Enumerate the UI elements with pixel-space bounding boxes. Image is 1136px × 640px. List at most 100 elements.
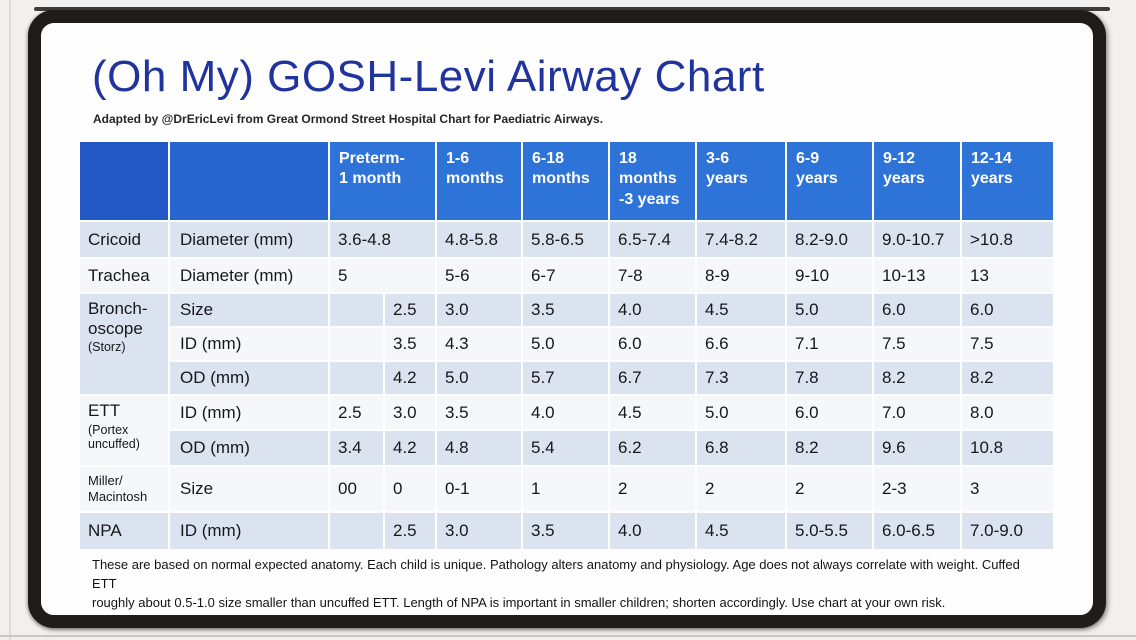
value-cell: >10.8 (962, 222, 1053, 257)
row-group-label-miller: Miller/ Macintosh (80, 467, 168, 511)
value-cell: 7.0-9.0 (962, 513, 1053, 549)
value-cell: 3.5 (523, 513, 608, 549)
row-group-label-bronchoscope: Bronch- oscope (Storz) (80, 294, 168, 394)
value-cell: 0-1 (437, 467, 521, 511)
row-group-label-trachea: Trachea (80, 259, 168, 292)
value-cell: 2 (697, 467, 785, 511)
value-cell: 7.8 (787, 362, 872, 394)
empty-cell (330, 294, 383, 326)
value-cell: 5.0 (523, 328, 608, 360)
value-cell: 2 (787, 467, 872, 511)
value-cell: 8.2 (874, 362, 960, 394)
empty-cell (330, 362, 383, 394)
value-cell: 2.5 (385, 294, 435, 326)
age-header-cell: Preterm- 1 month (330, 142, 435, 220)
ett-sublabel: (Portex uncuffed) (88, 422, 140, 451)
table-row-trachea: Trachea Diameter (mm) 5 5-6 6-7 7-8 8-9 … (80, 259, 1053, 292)
ett-label: ETT (88, 401, 121, 420)
value-cell: 6.0-6.5 (874, 513, 960, 549)
value-cell: 5.0-5.5 (787, 513, 872, 549)
row-group-label-npa: NPA (80, 513, 168, 549)
measure-label: Diameter (mm) (170, 259, 328, 292)
value-cell: 6.0 (787, 396, 872, 429)
table-row-bronchoscope-size: Bronch- oscope (Storz) Size 2.5 3.0 3.5 … (80, 294, 1053, 394)
value-cell: 8.0 (962, 396, 1053, 429)
value-cell: 7.5 (962, 328, 1053, 360)
value-cell: 4.0 (523, 396, 608, 429)
value-cell: 7.4-8.2 (697, 222, 785, 257)
age-header-cell: 9-12 years (874, 142, 960, 220)
value-cell: 4.8-5.8 (437, 222, 521, 257)
value-cell: 2.5 (330, 396, 383, 429)
value-cell: 10.8 (962, 431, 1053, 465)
value-cell: 5-6 (437, 259, 521, 292)
row-group-label-ett: ETT (Portex uncuffed) (80, 396, 168, 465)
value-cell: 7-8 (610, 259, 695, 292)
value-cell: 6-7 (523, 259, 608, 292)
value-cell: 6.0 (962, 294, 1053, 326)
photo-bottom-edge (0, 635, 1136, 637)
value-cell: 4.5 (610, 396, 695, 429)
value-cell: 3.0 (437, 294, 521, 326)
bronchoscope-label: Bronch- oscope (88, 299, 148, 338)
measure-label: Diameter (mm) (170, 222, 328, 257)
value-cell: 5.8-6.5 (523, 222, 608, 257)
value-cell: 3.0 (437, 513, 521, 549)
header-spacer-cell (80, 142, 168, 220)
value-cell: 6.8 (697, 431, 785, 465)
value-cell: 6.2 (610, 431, 695, 465)
value-cell: 4.0 (610, 294, 695, 326)
value-cell: 8.2 (787, 431, 872, 465)
measure-label: ID (mm) (170, 396, 328, 429)
value-cell: 3.4 (330, 431, 383, 465)
value-cell: 2-3 (874, 467, 960, 511)
value-cell: 8.2 (962, 362, 1053, 394)
value-cell: 5.4 (523, 431, 608, 465)
value-cell: 7.0 (874, 396, 960, 429)
value-cell: 4.5 (697, 513, 785, 549)
row-group-label-cricoid: Cricoid (80, 222, 168, 257)
value-cell: 7.1 (787, 328, 872, 360)
value-cell: 4.0 (610, 513, 695, 549)
value-cell: 3 (962, 467, 1053, 511)
empty-cell (330, 328, 383, 360)
measure-label: ID (mm) (170, 513, 328, 549)
value-cell: 9-10 (787, 259, 872, 292)
age-header-cell: 18 months -3 years (610, 142, 695, 220)
value-cell: 7.3 (697, 362, 785, 394)
measure-label: OD (mm) (170, 431, 328, 465)
value-cell: 13 (962, 259, 1053, 292)
table-row-ett-od: OD (mm) 3.4 4.2 4.8 5.4 6.2 6.8 8.2 9.6 … (80, 431, 1053, 465)
age-header-cell: 6-18 months (523, 142, 608, 220)
value-cell: 3.6-4.8 (330, 222, 435, 257)
frame-top-sketch-line (34, 7, 1110, 11)
value-cell: 7.5 (874, 328, 960, 360)
value-cell: 9.0-10.7 (874, 222, 960, 257)
value-cell: 3.5 (385, 328, 435, 360)
value-cell: 00 (330, 467, 383, 511)
value-cell: 2 (610, 467, 695, 511)
value-cell: 6.7 (610, 362, 695, 394)
chart-title: (Oh My) GOSH-Levi Airway Chart (92, 52, 765, 101)
value-cell: 1 (523, 467, 608, 511)
miller-label: Miller/ Macintosh (88, 472, 148, 504)
value-cell: 5.0 (697, 396, 785, 429)
age-header-cell: 1-6 months (437, 142, 521, 220)
table-row-npa: NPA ID (mm) 2.5 3.0 3.5 4.0 4.5 5.0-5.5 … (80, 513, 1053, 549)
airway-table: Preterm- 1 month 1-6 months 6-18 months … (78, 140, 1055, 551)
chart-subtitle: Adapted by @DrEricLevi from Great Ormond… (93, 112, 604, 126)
bronchoscope-sublabel: (Storz) (88, 340, 126, 355)
age-header-cell: 6-9 years (787, 142, 872, 220)
table-row-bronchoscope-id: ID (mm) 3.5 4.3 5.0 6.0 6.6 7.1 7.5 7.5 (80, 328, 1053, 360)
photo-left-edge (9, 0, 11, 640)
header-spacer-cell (170, 142, 328, 220)
measure-label: ID (mm) (170, 328, 328, 360)
measure-label: Size (170, 467, 328, 511)
table-row-cricoid: Cricoid Diameter (mm) 3.6-4.8 4.8-5.8 5.… (80, 222, 1053, 257)
empty-cell (330, 513, 383, 549)
value-cell: 3.5 (437, 396, 521, 429)
value-cell: 6.0 (874, 294, 960, 326)
value-cell: 4.5 (697, 294, 785, 326)
value-cell: 8.2-9.0 (787, 222, 872, 257)
